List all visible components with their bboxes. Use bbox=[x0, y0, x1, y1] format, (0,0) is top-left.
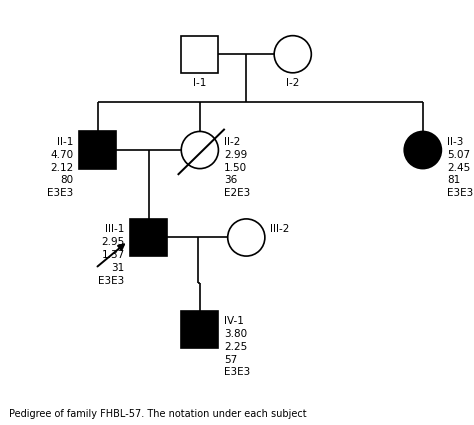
Bar bbox=[181, 311, 219, 348]
Text: II-2
2.99
1.50
36
E2E3: II-2 2.99 1.50 36 E2E3 bbox=[224, 137, 250, 198]
Bar bbox=[130, 219, 167, 256]
Text: IV-1
3.80
2.25
57
E3E3: IV-1 3.80 2.25 57 E3E3 bbox=[224, 316, 250, 377]
Text: Pedigree of family FHBL-57. The notation under each subject: Pedigree of family FHBL-57. The notation… bbox=[9, 409, 307, 419]
Text: II-3
5.07
2.45
81
E3E3: II-3 5.07 2.45 81 E3E3 bbox=[447, 137, 473, 198]
Text: II-1
4.70
2.12
80
E3E3: II-1 4.70 2.12 80 E3E3 bbox=[47, 137, 73, 198]
Ellipse shape bbox=[404, 131, 441, 169]
Text: III-2: III-2 bbox=[271, 224, 290, 235]
Text: I-1: I-1 bbox=[193, 78, 207, 88]
Text: III-1
2.95
1.37
31
E3E3: III-1 2.95 1.37 31 E3E3 bbox=[98, 224, 125, 286]
Ellipse shape bbox=[228, 219, 265, 256]
Bar bbox=[79, 131, 116, 169]
Bar bbox=[181, 36, 219, 73]
Text: I-2: I-2 bbox=[286, 78, 300, 88]
Ellipse shape bbox=[181, 131, 219, 169]
Ellipse shape bbox=[274, 36, 311, 73]
